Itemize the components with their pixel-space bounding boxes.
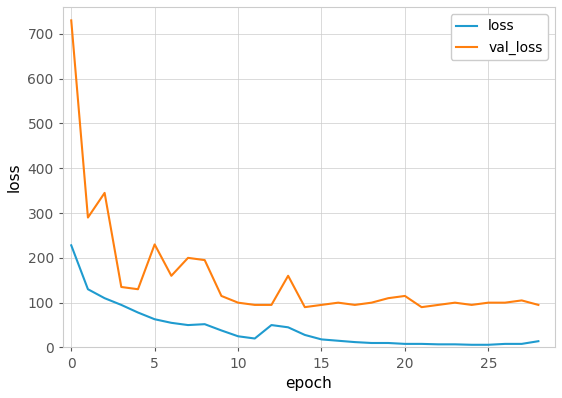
val_loss [535, 302, 542, 307]
val_loss [435, 302, 442, 307]
val_loss [318, 302, 325, 307]
loss [401, 341, 408, 346]
val_loss [101, 191, 108, 195]
val_loss [301, 305, 308, 310]
val_loss [418, 305, 425, 310]
loss [268, 323, 275, 328]
loss [135, 310, 142, 315]
Line: loss: loss [71, 245, 538, 345]
val_loss [452, 300, 459, 305]
val_loss [468, 302, 475, 307]
Line: val_loss: val_loss [71, 20, 538, 307]
loss [218, 328, 225, 333]
Legend: loss, val_loss: loss, val_loss [451, 14, 548, 60]
val_loss [168, 273, 175, 278]
loss [84, 287, 91, 292]
loss [518, 341, 525, 346]
loss [502, 341, 509, 346]
loss [285, 325, 292, 330]
loss [251, 336, 258, 341]
loss [168, 320, 175, 325]
val_loss [68, 18, 75, 23]
loss [468, 342, 475, 347]
loss [318, 337, 325, 342]
val_loss [335, 300, 342, 305]
loss [301, 333, 308, 338]
loss [418, 341, 425, 346]
loss [435, 342, 442, 347]
loss [485, 342, 492, 347]
loss [118, 302, 125, 307]
val_loss [485, 300, 492, 305]
loss [368, 341, 375, 345]
loss [68, 243, 75, 248]
loss [201, 322, 208, 327]
val_loss [218, 294, 225, 298]
val_loss [268, 302, 275, 307]
loss [335, 338, 342, 343]
val_loss [201, 258, 208, 263]
val_loss [502, 300, 509, 305]
val_loss [351, 302, 358, 307]
val_loss [135, 287, 142, 292]
val_loss [151, 242, 158, 247]
loss [535, 339, 542, 343]
loss [235, 334, 242, 339]
loss [185, 323, 192, 328]
val_loss [185, 256, 192, 260]
loss [385, 341, 392, 345]
Y-axis label: loss: loss [7, 162, 22, 192]
val_loss [401, 294, 408, 298]
val_loss [385, 296, 392, 300]
loss [351, 340, 358, 345]
val_loss [118, 285, 125, 289]
X-axis label: epoch: epoch [285, 376, 332, 391]
val_loss [518, 298, 525, 303]
val_loss [368, 300, 375, 305]
val_loss [235, 300, 242, 305]
loss [101, 296, 108, 300]
val_loss [251, 302, 258, 307]
val_loss [285, 273, 292, 278]
val_loss [84, 215, 91, 220]
loss [452, 342, 459, 347]
loss [151, 317, 158, 322]
